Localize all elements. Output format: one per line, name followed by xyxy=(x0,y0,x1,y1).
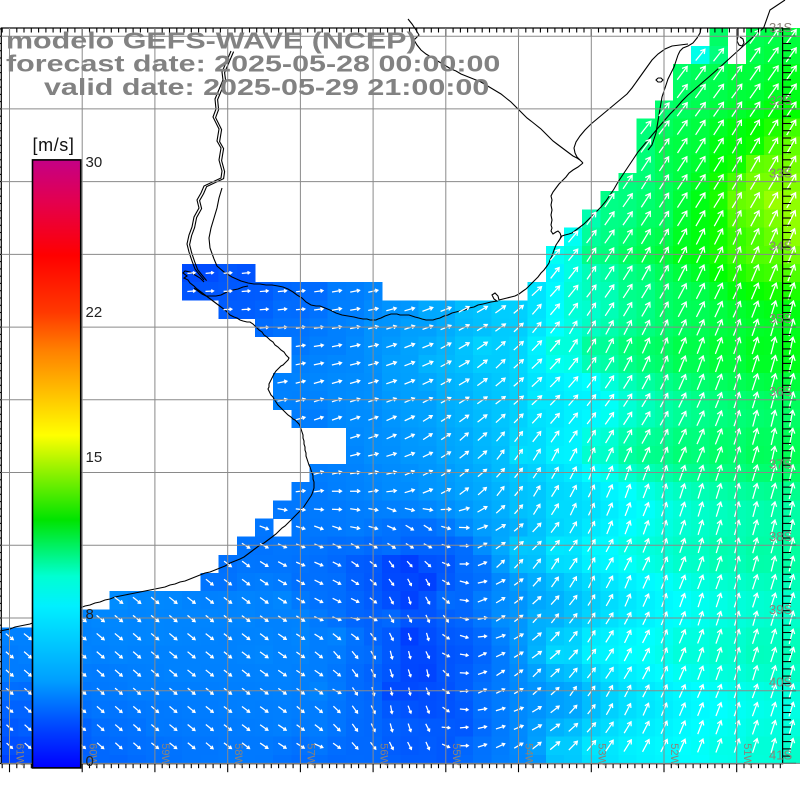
svg-text:32S: 32S xyxy=(769,93,792,108)
svg-text:modelo GEFS-WAVE (NCEP): modelo GEFS-WAVE (NCEP) xyxy=(6,28,417,54)
svg-text:35S: 35S xyxy=(769,311,792,326)
svg-text:22: 22 xyxy=(86,304,103,321)
svg-text:0: 0 xyxy=(86,753,94,770)
svg-text:forecast date: 2025-05-28 00:0: forecast date: 2025-05-28 00:00:00 xyxy=(6,51,500,77)
svg-text:51W: 51W xyxy=(741,743,753,766)
svg-text:55W: 55W xyxy=(450,743,462,766)
svg-text:33S: 33S xyxy=(769,166,792,181)
svg-text:40S: 40S xyxy=(769,675,792,690)
svg-text:53W: 53W xyxy=(596,743,608,766)
svg-text:[m/s]: [m/s] xyxy=(33,135,75,155)
svg-text:57W: 57W xyxy=(305,743,317,766)
svg-text:34S: 34S xyxy=(769,238,792,253)
svg-text:58W: 58W xyxy=(232,743,244,766)
svg-text:36S: 36S xyxy=(769,384,792,399)
svg-text:52W: 52W xyxy=(668,743,680,766)
svg-text:8: 8 xyxy=(86,606,94,623)
svg-text:15: 15 xyxy=(86,449,103,466)
svg-text:37S: 37S xyxy=(769,457,792,472)
svg-text:59W: 59W xyxy=(159,743,171,766)
svg-text:38S: 38S xyxy=(769,529,792,544)
svg-text:41S: 41S xyxy=(769,747,792,762)
svg-text:61W: 61W xyxy=(14,743,26,766)
svg-text:60W: 60W xyxy=(86,743,98,766)
svg-text:39S: 39S xyxy=(769,602,792,617)
svg-text:54W: 54W xyxy=(523,743,535,766)
svg-text:31S: 31S xyxy=(769,20,792,35)
svg-text:30: 30 xyxy=(86,154,103,171)
svg-text:56W: 56W xyxy=(377,743,389,766)
svg-text:valid date: 2025-05-29 21:00:0: valid date: 2025-05-29 21:00:00 xyxy=(44,75,489,101)
